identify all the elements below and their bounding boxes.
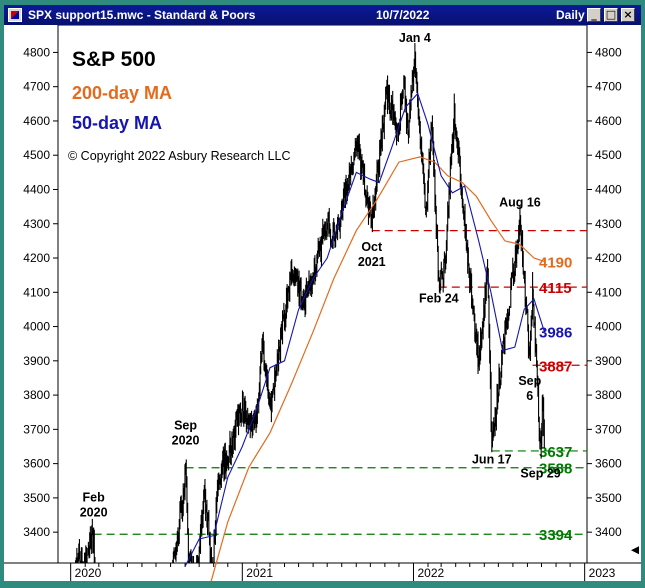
annotation-aug-16: Aug 16 [499,196,541,210]
annotation-sep-2020: Sep [174,418,197,432]
annotation-sep-6: Sep [518,374,541,388]
window-date: 10/7/2022 [376,8,430,22]
annotation-feb-2020: Feb [83,490,106,504]
y-tick-label-right-4100: 4100 [595,285,622,299]
support-3394-label: 3394 [539,527,573,544]
y-tick-label-right-3700: 3700 [595,422,622,436]
axes-layer: 3400 3400 3500 3500 3600 3600 3700 3700 3800 3800… [4,24,641,581]
ma200-line [208,156,545,588]
y-tick-label-left-3700: 3700 [23,422,50,436]
moving-average-layer [184,92,545,588]
copyright-text: © Copyright 2022 Asbury Research LLC [68,149,291,163]
y-tick-label-left-3400: 3400 [23,525,50,539]
y-tick-label-left-3600: 3600 [23,457,50,471]
resistance-4115-label: 4115 [539,280,572,297]
price-layer [74,43,545,563]
annotation-sep-6: 6 [526,389,533,403]
window-title: SPX support15.mwc - Standard & Poors [28,8,256,22]
ma50-line [184,92,545,567]
annotation-oct-2021: Oct [361,240,383,254]
price-chart[interactable]: 3400 3400 3500 3500 3600 3600 3700 3700 3800 3800… [4,24,641,588]
y-tick-label-left-3800: 3800 [23,388,50,402]
y-tick-label-right-3600: 3600 [595,457,622,471]
annotation-jun-17: Jun 17 [472,453,512,467]
chart-area[interactable]: 3400 3400 3500 3500 3600 3600 3700 3700 3800 3800… [4,24,641,588]
y-tick-label-right-4000: 4000 [595,320,622,334]
support-3588-label: 3588 [539,461,572,478]
y-tick-label-left-4700: 4700 [23,80,50,94]
y-tick-label-right-3900: 3900 [595,354,622,368]
y-tick-label-left-4300: 4300 [23,217,50,231]
minimize-button[interactable]: _ [587,8,601,22]
y-tick-label-left-3500: 3500 [23,491,50,505]
x-tick-label-2023: 2023 [589,566,616,580]
x-tick-label-2020: 2020 [75,566,102,580]
annotation-feb-2020: 2020 [80,505,108,519]
legend-ma200: 200-day MA [72,83,172,103]
x-tick-label-2021: 2021 [246,566,273,580]
ma200-label-label: 4190 [539,254,572,271]
scroll-arrow-icon [631,546,639,555]
annotation-sep-2020: 2020 [172,433,200,447]
annotation-feb-24: Feb 24 [419,292,459,306]
y-tick-label-right-4500: 4500 [595,148,622,162]
y-tick-label-left-4800: 4800 [23,45,50,59]
y-tick-label-right-4400: 4400 [595,182,622,196]
y-tick-label-right-4700: 4700 [595,80,622,94]
title-bar[interactable]: SPX support15.mwc - Standard & Poors 10/… [4,5,641,25]
y-tick-label-right-4600: 4600 [595,114,622,128]
y-tick-label-left-4500: 4500 [23,148,50,162]
y-tick-label-left-4600: 4600 [23,114,50,128]
y-tick-label-left-3900: 3900 [23,354,50,368]
y-tick-label-left-4000: 4000 [23,320,50,334]
chart-title: S&P 500 [72,48,156,71]
y-tick-label-left-4200: 4200 [23,251,50,265]
y-tick-label-right-4300: 4300 [595,217,622,231]
maximize-button[interactable]: □ [604,8,618,22]
y-tick-label-right-3500: 3500 [595,491,622,505]
annotation-jan-4: Jan 4 [399,31,431,45]
close-button[interactable]: × [621,8,635,22]
y-tick-label-right-4200: 4200 [595,251,622,265]
y-tick-label-right-3400: 3400 [595,525,622,539]
y-tick-label-right-3800: 3800 [595,388,622,402]
chart-app-icon[interactable] [8,8,22,22]
y-tick-label-left-4400: 4400 [23,182,50,196]
bottom-frame [4,581,641,585]
annotation-sep-29: Sep 29 [520,466,560,480]
annotation-oct-2021: 2021 [358,255,386,269]
ma50-label-label: 3986 [539,324,572,341]
y-tick-label-right-4800: 4800 [595,45,622,59]
x-tick-label-2022: 2022 [417,566,444,580]
legend-layer: S&P 500 200-day MA 50-day MA © Copyright… [68,48,291,163]
resistance-3887-label: 3887 [539,358,572,375]
plot-frame [57,24,588,564]
legend-ma50: 50-day MA [72,113,162,133]
support-3637-label: 3637 [539,444,572,461]
window-period: Daily [556,8,585,22]
y-tick-label-left-4100: 4100 [23,285,50,299]
